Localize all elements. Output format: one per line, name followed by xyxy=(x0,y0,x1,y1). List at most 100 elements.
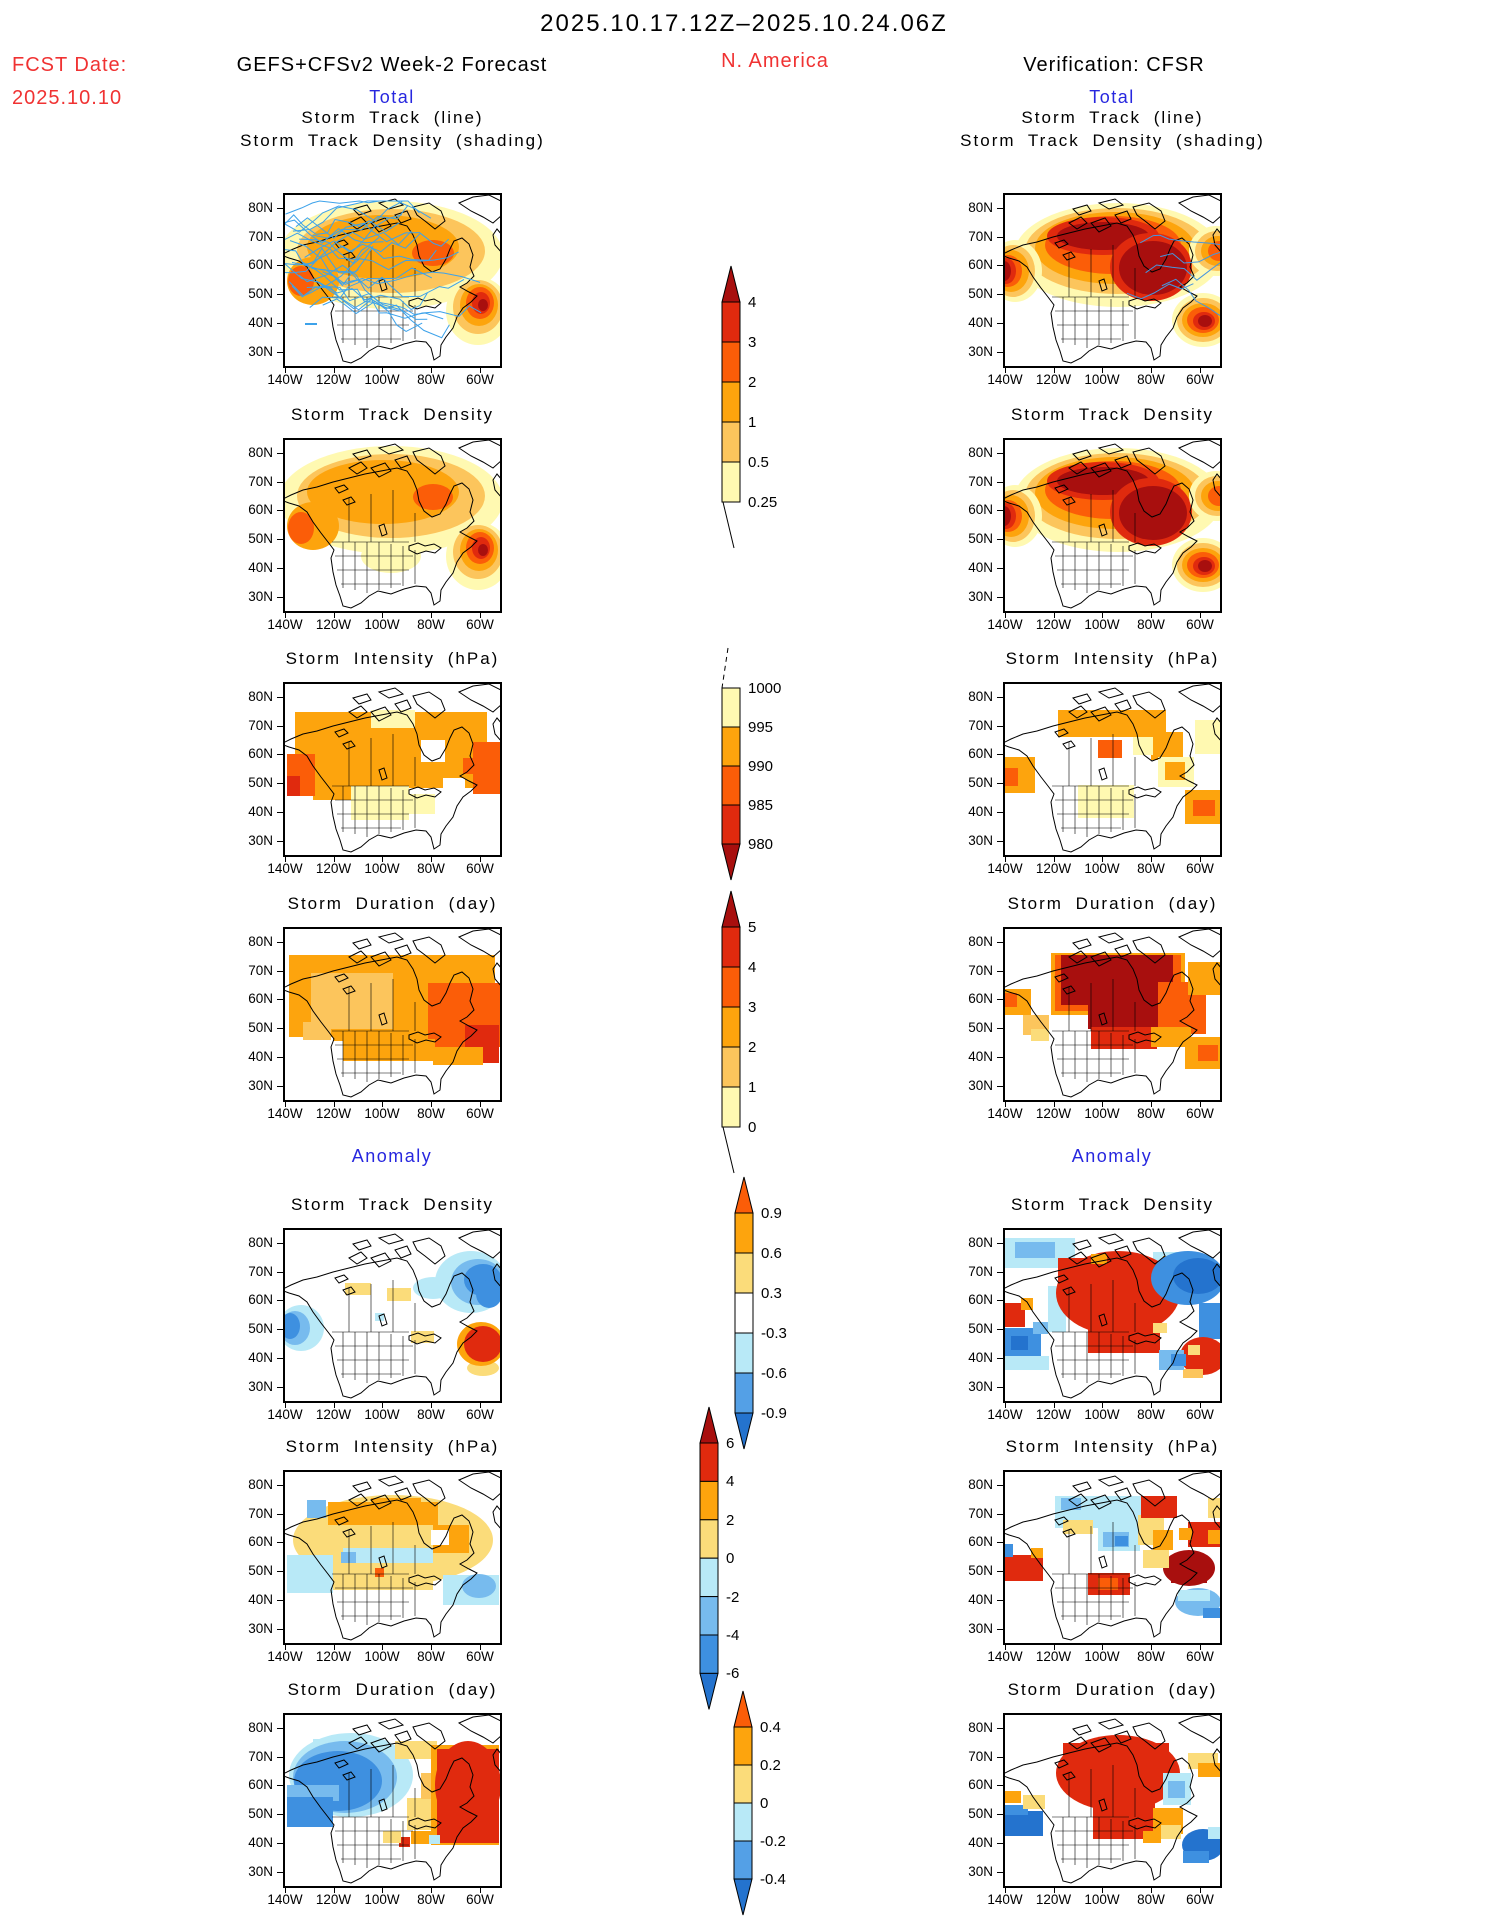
lon-tick-mark xyxy=(1151,613,1152,618)
lon-tick-mark xyxy=(285,368,286,373)
lat-tick-mark xyxy=(997,1871,1003,1873)
lon-tick-mark xyxy=(1200,857,1201,862)
lon-tick-mark xyxy=(1053,1645,1055,1650)
lon-tick-label: 120W xyxy=(315,617,352,632)
fcst-date-label: FCST Date: xyxy=(12,54,128,76)
map-canvas xyxy=(283,682,502,857)
lon-tick-label: 80W xyxy=(417,861,445,876)
map-canvas xyxy=(1003,927,1222,1102)
lon-tick-mark xyxy=(1151,1888,1152,1893)
lat-tick-label: 40N xyxy=(968,315,993,330)
lon-tick-mark xyxy=(1005,1403,1006,1408)
lat-tick-label: 40N xyxy=(248,1592,273,1607)
map-title: Storm Track (line) xyxy=(1021,108,1204,127)
colorbar-tick-label: 1 xyxy=(748,414,757,431)
colorbar-tick-label: 990 xyxy=(748,758,774,775)
lat-tick-mark xyxy=(997,1600,1003,1601)
lat-tick-mark xyxy=(997,596,1003,598)
lon-tick-label: 120W xyxy=(1035,1407,1072,1422)
lat-tick-mark xyxy=(277,1243,283,1244)
lat-tick-label: 50N xyxy=(248,1321,273,1336)
lat-tick-label: 40N xyxy=(248,1049,273,1064)
map-title: Storm Track Density xyxy=(1010,405,1215,424)
lon-tick-label: 100W xyxy=(1084,1892,1120,1907)
colorbar-tick-label: 1 xyxy=(748,1079,757,1096)
lat-tick-label: 30N xyxy=(248,1077,273,1093)
map-title: Storm Track Density (shading) xyxy=(240,131,545,150)
lon-tick-mark xyxy=(333,857,335,862)
lat-tick-mark xyxy=(997,568,1003,569)
map-title: Storm Track (line) xyxy=(301,108,484,127)
main-title: 2025.10.17.12Z–2025.10.24.06Z xyxy=(540,10,948,37)
lon-tick-mark xyxy=(285,857,286,862)
lon-tick-label: 120W xyxy=(1035,372,1072,387)
lon-tick-label: 140W xyxy=(987,1649,1023,1664)
colorbar-tick-label: 0.25 xyxy=(748,494,778,511)
lat-tick-mark xyxy=(277,1513,283,1515)
map-canvas xyxy=(283,438,502,613)
shading-layer xyxy=(1004,203,1221,347)
colorbar-anomaly-intensity: 6 4 2 0 -2 -4 -6 xyxy=(670,1399,790,1729)
lon-tick-mark xyxy=(285,1403,286,1408)
lat-tick-label: 30N xyxy=(968,1378,993,1394)
map-canvas xyxy=(283,1713,502,1888)
coastline-layer xyxy=(1004,439,1221,609)
lon-tick-label: 80W xyxy=(1137,372,1165,387)
lat-tick-mark xyxy=(997,1329,1003,1330)
lat-tick-label: 30N xyxy=(968,1863,993,1879)
map-title: Storm Track Density xyxy=(290,405,495,424)
lon-tick-mark xyxy=(431,368,432,373)
lon-tick-mark xyxy=(1200,1645,1201,1650)
lat-tick-label: 80N xyxy=(248,1720,273,1735)
lat-tick-mark xyxy=(277,697,283,698)
lat-tick-label: 70N xyxy=(968,962,993,978)
lat-tick-mark xyxy=(277,1085,283,1087)
storm-track-lines xyxy=(284,200,482,339)
lat-tick-mark xyxy=(997,351,1003,353)
lon-tick-mark xyxy=(382,1645,383,1650)
lon-tick-label: 60W xyxy=(466,1892,494,1907)
lon-tick-mark xyxy=(1102,1645,1103,1650)
lat-tick-label: 30N xyxy=(248,1620,273,1636)
lat-tick-mark xyxy=(997,1785,1003,1786)
colorbar-tick-label: 0.9 xyxy=(761,1205,782,1222)
lon-tick-mark xyxy=(480,1102,481,1107)
lon-tick-mark xyxy=(1053,1102,1055,1107)
lat-tick-mark xyxy=(997,1571,1003,1572)
lat-tick-label: 40N xyxy=(248,315,273,330)
map-canvas xyxy=(1003,1470,1222,1645)
colorbar-tick-label: 4 xyxy=(748,294,757,311)
lon-tick-mark xyxy=(1053,1403,1055,1408)
lon-tick-label: 100W xyxy=(1084,617,1120,632)
lat-tick-mark xyxy=(997,294,1003,295)
lat-tick-mark xyxy=(277,539,283,540)
lon-tick-label: 60W xyxy=(466,617,494,632)
lon-tick-label: 60W xyxy=(1186,1649,1214,1664)
map-canvas xyxy=(1003,682,1222,857)
lon-tick-mark xyxy=(1200,368,1201,373)
colorbar-tick-label: 0.4 xyxy=(760,1719,781,1736)
lat-tick-label: 30N xyxy=(248,1863,273,1879)
lat-tick-label: 60N xyxy=(248,1292,273,1307)
lon-tick-mark xyxy=(1102,613,1103,618)
lat-tick-mark xyxy=(997,265,1003,266)
lat-tick-mark xyxy=(997,453,1003,454)
colorbar-tick-label: 3 xyxy=(748,999,757,1016)
lon-tick-mark xyxy=(1151,368,1152,373)
lon-tick-label: 140W xyxy=(267,1892,303,1907)
lon-tick-label: 60W xyxy=(1186,861,1214,876)
lat-tick-mark xyxy=(277,1756,283,1758)
shading-layer xyxy=(289,955,500,1069)
colorbar-tick-label: -6 xyxy=(726,1665,740,1683)
lon-tick-mark xyxy=(480,368,481,373)
colorbar-tick-label: 0.2 xyxy=(760,1757,781,1774)
lon-tick-mark xyxy=(431,1403,432,1408)
lat-tick-mark xyxy=(997,1728,1003,1729)
lat-tick-label: 80N xyxy=(968,1477,993,1492)
lat-tick-label: 70N xyxy=(968,1263,993,1279)
lon-tick-label: 60W xyxy=(1186,617,1214,632)
lat-tick-label: 60N xyxy=(968,502,993,517)
lat-tick-mark xyxy=(277,783,283,784)
lon-tick-mark xyxy=(382,1403,383,1408)
lat-tick-label: 80N xyxy=(968,1235,993,1250)
